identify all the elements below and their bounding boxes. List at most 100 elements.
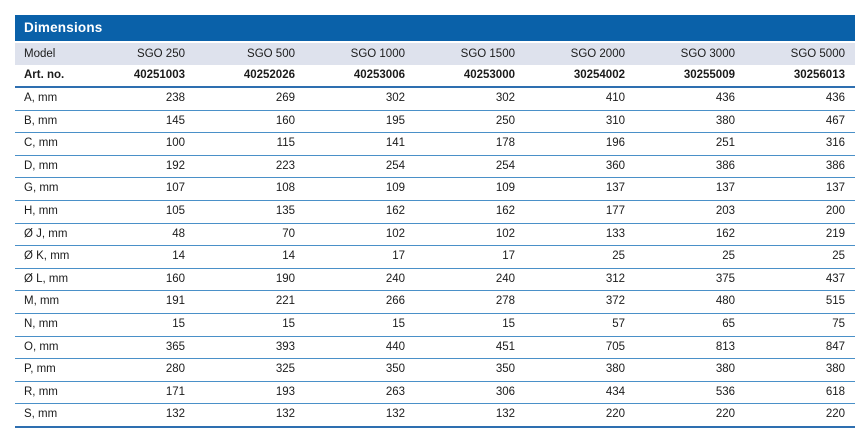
value-cell: 17 [305, 245, 415, 269]
value-cell: 200 [745, 200, 855, 224]
value-cell: 705 [525, 336, 635, 360]
value-cell: 48 [85, 223, 195, 247]
value-cell: 302 [305, 87, 415, 111]
row-label: Ø L, mm [15, 268, 85, 292]
value-cell: 25 [635, 245, 745, 269]
row-label: O, mm [15, 336, 85, 360]
model-header-row: Model SGO 250 SGO 500 SGO 1000 SGO 1500 SGO 2… [15, 43, 855, 65]
value-cell: 360 [525, 155, 635, 179]
dimension-row: D, mm 192 223 254 254 360 386 386 [15, 155, 855, 179]
value-cell: 263 [305, 381, 415, 405]
value-cell: 436 [635, 87, 745, 111]
value-cell: 137 [525, 177, 635, 201]
column-header: SGO 1000 [305, 43, 415, 65]
value-cell: 132 [305, 403, 415, 428]
value-cell: 190 [195, 268, 305, 292]
value-cell: 219 [745, 223, 855, 247]
value-cell: 350 [415, 358, 525, 382]
dimensions-table: Dimensions Model SGO 250 SGO 500 SGO 1000 SG… [15, 15, 855, 428]
value-cell: 451 [415, 336, 525, 360]
value-cell: 372 [525, 290, 635, 314]
model-header-label: Model [15, 43, 85, 65]
value-cell: 306 [415, 381, 525, 405]
column-header: SGO 5000 [745, 43, 855, 65]
value-cell: 278 [415, 290, 525, 314]
value-cell: 135 [195, 200, 305, 224]
row-label: H, mm [15, 200, 85, 224]
value-cell: 437 [745, 268, 855, 292]
value-cell: 105 [85, 200, 195, 224]
value-cell: 220 [745, 403, 855, 428]
value-cell: 195 [305, 110, 415, 134]
value-cell: 25 [745, 245, 855, 269]
value-cell: 325 [195, 358, 305, 382]
value-cell: 75 [745, 313, 855, 337]
value-cell: 380 [745, 358, 855, 382]
value-cell: 380 [525, 358, 635, 382]
value-cell: 162 [415, 200, 525, 224]
value-cell: 192 [85, 155, 195, 179]
value-cell: 15 [415, 313, 525, 337]
value-cell: 141 [305, 132, 415, 156]
art-no-cell: 30256013 [745, 65, 855, 88]
row-label: M, mm [15, 290, 85, 314]
value-cell: 17 [415, 245, 525, 269]
dimension-row: C, mm 100 115 141 178 196 251 316 [15, 132, 855, 156]
value-cell: 57 [525, 313, 635, 337]
value-cell: 393 [195, 336, 305, 360]
value-cell: 240 [415, 268, 525, 292]
dimension-row: R, mm 171 193 263 306 434 536 618 [15, 381, 855, 405]
dimension-row: H, mm 105 135 162 162 177 203 200 [15, 200, 855, 224]
value-cell: 132 [85, 403, 195, 428]
value-cell: 467 [745, 110, 855, 134]
row-label: Art. no. [15, 65, 85, 88]
value-cell: 380 [635, 110, 745, 134]
value-cell: 251 [635, 132, 745, 156]
value-cell: 178 [415, 132, 525, 156]
column-header: SGO 3000 [635, 43, 745, 65]
value-cell: 14 [195, 245, 305, 269]
dimension-row: Ø L, mm 160 190 240 240 312 375 437 [15, 268, 855, 292]
art-no-cell: 40252026 [195, 65, 305, 88]
row-label: C, mm [15, 132, 85, 156]
dimension-row: Ø K, mm 14 14 17 17 25 25 25 [15, 245, 855, 269]
value-cell: 254 [305, 155, 415, 179]
art-no-cell: 30254002 [525, 65, 635, 88]
value-cell: 160 [85, 268, 195, 292]
value-cell: 365 [85, 336, 195, 360]
value-cell: 65 [635, 313, 745, 337]
row-label: D, mm [15, 155, 85, 179]
art-no-cell: 40253006 [305, 65, 415, 88]
value-cell: 266 [305, 290, 415, 314]
row-label: Ø J, mm [15, 223, 85, 247]
value-cell: 440 [305, 336, 415, 360]
value-cell: 240 [305, 268, 415, 292]
value-cell: 312 [525, 268, 635, 292]
value-cell: 162 [635, 223, 745, 247]
value-cell: 436 [745, 87, 855, 111]
row-label: S, mm [15, 403, 85, 428]
dimension-row: P, mm 280 325 350 350 380 380 380 [15, 358, 855, 382]
row-label: N, mm [15, 313, 85, 337]
row-label: R, mm [15, 381, 85, 405]
value-cell: 177 [525, 200, 635, 224]
value-cell: 109 [415, 177, 525, 201]
row-label: B, mm [15, 110, 85, 134]
value-cell: 107 [85, 177, 195, 201]
column-header: SGO 500 [195, 43, 305, 65]
value-cell: 100 [85, 132, 195, 156]
value-cell: 196 [525, 132, 635, 156]
value-cell: 15 [195, 313, 305, 337]
value-cell: 269 [195, 87, 305, 111]
value-cell: 102 [305, 223, 415, 247]
value-cell: 15 [305, 313, 415, 337]
row-label: Ø K, mm [15, 245, 85, 269]
value-cell: 102 [415, 223, 525, 247]
value-cell: 133 [525, 223, 635, 247]
value-cell: 162 [305, 200, 415, 224]
value-cell: 108 [195, 177, 305, 201]
art-no-cell: 40253000 [415, 65, 525, 88]
art-no-cell: 30255009 [635, 65, 745, 88]
value-cell: 14 [85, 245, 195, 269]
value-cell: 171 [85, 381, 195, 405]
